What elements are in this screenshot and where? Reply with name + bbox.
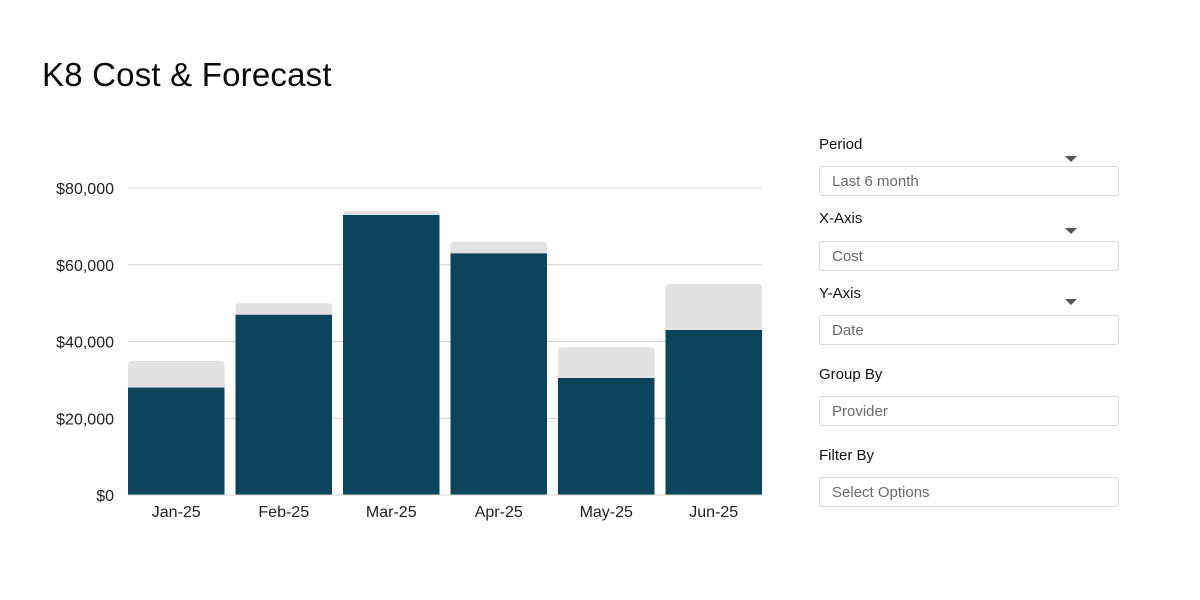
y-axis-select[interactable]	[819, 315, 1119, 345]
y-tick-label: $60,000	[56, 258, 114, 275]
caret-down-icon[interactable]	[1065, 228, 1077, 234]
bar-segment-base	[665, 329, 762, 495]
bar-segment-upper	[235, 303, 332, 315]
caret-down-icon[interactable]	[1065, 299, 1077, 305]
period-select[interactable]	[819, 166, 1119, 196]
bar-segment-upper	[450, 241, 547, 254]
x-tick-label: Feb-25	[258, 504, 309, 521]
bar-segment-upper	[665, 283, 762, 330]
y-tick-label: $0	[96, 488, 114, 505]
x-axis-select[interactable]	[819, 241, 1119, 271]
group-by-label: Group By	[819, 366, 883, 383]
page-title: K8 Cost & Forecast	[42, 56, 332, 93]
y-tick-label: $40,000	[56, 335, 114, 352]
period-label: Period	[819, 136, 863, 153]
caret-down-icon[interactable]	[1065, 156, 1077, 162]
y-tick-label: $20,000	[56, 411, 114, 428]
cost-forecast-chart: $0 $20,000 $40,000 $60,000 $80,000 Jan-25 Feb-…	[56, 181, 762, 521]
y-tick-label: $80,000	[56, 181, 114, 198]
y-axis-label: Y-Axis	[819, 285, 861, 302]
group-by-input[interactable]	[819, 396, 1119, 426]
x-tick-label: Mar-25	[366, 504, 417, 521]
bar-segment-base	[450, 253, 547, 495]
bar-segment-base	[343, 214, 440, 496]
bar-segment-upper	[558, 347, 655, 378]
bar-segment-upper	[343, 211, 440, 215]
filter-panel: Period X-Axis Y-Axis Group By Filter By	[819, 0, 1119, 600]
filter-by-label: Filter By	[819, 447, 875, 464]
x-tick-label: Apr-25	[475, 504, 523, 521]
x-tick-label: Jun-25	[689, 504, 738, 521]
bar-segment-upper	[128, 360, 225, 388]
bar-segment-base	[558, 377, 655, 495]
filter-by-select[interactable]	[819, 477, 1119, 507]
x-axis-label: X-Axis	[819, 210, 863, 227]
bar-segment-base	[128, 387, 225, 495]
bar-segment-base	[235, 314, 332, 495]
x-tick-label: Jan-25	[152, 504, 201, 521]
x-tick-label: May-25	[580, 504, 633, 521]
